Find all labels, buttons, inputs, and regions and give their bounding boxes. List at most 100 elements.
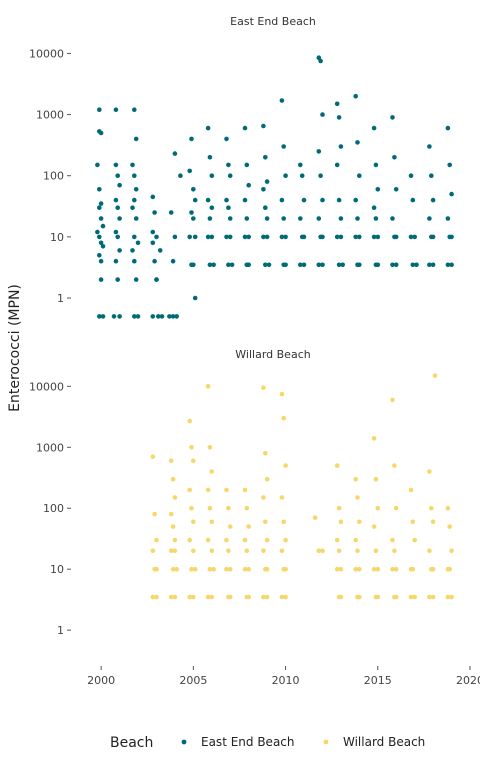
- data-point: [445, 262, 451, 268]
- data-point: [357, 173, 362, 178]
- data-point: [246, 182, 251, 188]
- data-point: [263, 155, 268, 160]
- data-point: [340, 262, 346, 268]
- facet-title-willard-beach: Willard Beach: [235, 348, 310, 361]
- data-point: [410, 197, 416, 203]
- data-point: [115, 173, 120, 178]
- data-point: [172, 151, 178, 156]
- data-point: [281, 566, 287, 572]
- data-point: [430, 234, 436, 240]
- data-point: [242, 566, 248, 572]
- data-point: [429, 505, 434, 511]
- data-point: [205, 487, 211, 493]
- data-point: [298, 162, 303, 168]
- data-point: [246, 234, 251, 240]
- data-point: [375, 187, 381, 192]
- data-point: [408, 234, 414, 240]
- data-point: [100, 223, 106, 229]
- data-point: [189, 445, 194, 450]
- data-point: [412, 537, 418, 543]
- points-east-end-beach: [95, 55, 454, 319]
- data-point: [412, 234, 418, 240]
- data-point: [189, 210, 194, 215]
- data-point: [205, 125, 211, 131]
- data-point: [427, 216, 432, 221]
- data-point: [320, 262, 325, 268]
- data-point: [279, 594, 285, 600]
- data-point: [445, 125, 451, 131]
- data-point: [263, 450, 268, 456]
- data-point: [130, 248, 135, 253]
- data-point: [150, 240, 156, 246]
- data-point: [390, 216, 395, 221]
- data-point: [334, 101, 340, 107]
- data-point: [227, 216, 233, 221]
- data-point: [336, 197, 342, 203]
- data-point: [353, 566, 359, 572]
- data-point: [174, 566, 179, 572]
- data-point: [320, 548, 325, 554]
- data-point: [355, 140, 360, 145]
- y-tick-label: 10: [50, 231, 64, 244]
- data-point: [299, 173, 305, 178]
- data-point: [281, 262, 287, 268]
- data-point: [244, 216, 250, 221]
- data-point: [283, 594, 288, 600]
- data-point: [211, 566, 216, 572]
- data-point: [100, 244, 106, 249]
- data-point: [170, 524, 176, 529]
- data-point: [264, 594, 270, 600]
- data-point: [227, 173, 233, 178]
- data-point: [152, 258, 157, 264]
- data-point: [135, 240, 141, 246]
- y-tick-label: 1: [57, 292, 64, 305]
- data-point: [393, 234, 399, 240]
- y-tick-label: 10: [50, 563, 64, 576]
- facet-title-east-end-beach: East End Beach: [230, 15, 316, 28]
- data-point: [187, 537, 192, 543]
- data-point: [264, 476, 270, 482]
- data-point: [263, 566, 268, 572]
- data-point: [150, 548, 156, 554]
- data-point: [191, 594, 196, 600]
- data-point: [281, 216, 287, 221]
- y-tick-label: 1000: [36, 441, 64, 454]
- data-point: [168, 458, 174, 464]
- data-point: [261, 495, 266, 500]
- data-point: [279, 98, 285, 103]
- data-point: [132, 234, 137, 240]
- data-point: [172, 594, 178, 600]
- data-point: [393, 262, 399, 268]
- data-point: [449, 262, 454, 268]
- data-point: [172, 548, 178, 554]
- data-point: [226, 262, 231, 268]
- data-point: [211, 262, 216, 268]
- data-point: [115, 277, 120, 282]
- data-point: [133, 277, 139, 282]
- data-point: [132, 173, 137, 178]
- legend-marker-east-end: [181, 739, 187, 745]
- data-point: [97, 187, 102, 192]
- data-point: [281, 144, 287, 149]
- x-tick-label: 2010: [272, 674, 300, 687]
- data-point: [187, 594, 192, 600]
- data-point: [375, 566, 381, 572]
- data-point: [371, 125, 377, 131]
- data-point: [192, 295, 198, 301]
- data-point: [298, 216, 303, 221]
- data-point: [414, 262, 419, 268]
- data-point: [373, 476, 379, 482]
- data-point: [320, 112, 325, 117]
- data-point: [117, 314, 122, 319]
- data-point: [393, 566, 399, 572]
- data-point: [336, 505, 342, 511]
- data-point: [100, 314, 106, 319]
- data-point: [264, 537, 270, 543]
- data-point: [172, 495, 178, 500]
- data-point: [373, 594, 379, 600]
- data-point: [390, 537, 395, 543]
- data-point: [133, 216, 139, 221]
- data-point: [353, 93, 359, 99]
- y-axis-ticks-east-end: 1 10 100 1000 10000: [29, 47, 71, 305]
- data-point: [192, 566, 198, 572]
